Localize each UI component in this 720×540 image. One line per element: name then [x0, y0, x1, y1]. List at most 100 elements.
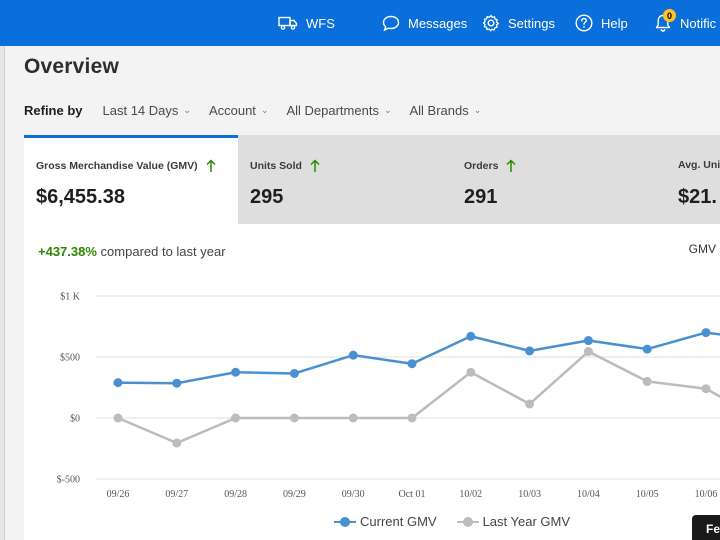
- filter-account[interactable]: Account ⌄: [209, 103, 269, 118]
- x-tick-label: 09/29: [283, 489, 306, 500]
- nav-messages[interactable]: Messages: [382, 0, 467, 46]
- data-point-current-gmv: [466, 331, 476, 341]
- y-tick-label: $500: [60, 353, 80, 364]
- comparison-label: compared to last year: [100, 244, 226, 259]
- filter-date-range-label: Last 14 Days: [102, 102, 179, 118]
- tab-units-sold[interactable]: Units Sold 295: [238, 135, 452, 224]
- tab-avg-unit-label-row: Avg. Uni: [678, 159, 720, 171]
- tab-units-sold-label: Units Sold: [250, 160, 302, 172]
- nav-messages-label: Messages: [408, 15, 468, 31]
- data-point-last-year-gmv: [407, 413, 417, 423]
- tab-gmv-label: Gross Merchandise Value (GMV): [36, 160, 198, 172]
- gear-icon: [482, 14, 499, 32]
- data-point-last-year-gmv: [289, 413, 299, 423]
- tab-avg-unit-label: Avg. Uni: [678, 159, 720, 171]
- feedback-button[interactable]: Fe: [692, 515, 720, 540]
- x-tick-label: 10/03: [518, 489, 541, 500]
- data-point-last-year-gmv: [348, 413, 358, 423]
- tab-avg-unit[interactable]: Avg. Uni $21.: [666, 135, 720, 224]
- y-tick-label: $-500: [57, 475, 80, 486]
- legend-current-label: Current GMV: [360, 514, 437, 529]
- gmv-line-chart: $1 K $500 $0 $-500 09/26 09/27 09/28 09/29 09/30…: [57, 292, 720, 500]
- chat-bubble-icon: [382, 15, 400, 31]
- x-tick-label: 09/27: [165, 489, 188, 500]
- data-point-last-year-gmv: [113, 413, 123, 423]
- trend-up-arrow-icon: [310, 159, 320, 172]
- metric-tabs: Gross Merchandise Value (GMV) $6,455.38 …: [24, 135, 720, 224]
- chevron-down-icon: ⌄: [473, 104, 482, 115]
- x-tick-label: 09/30: [342, 489, 365, 500]
- tab-avg-unit-value: $21.: [678, 186, 717, 208]
- y-tick-label: $1 K: [60, 292, 81, 303]
- data-point-last-year-gmv: [642, 376, 652, 386]
- data-point-current-gmv: [172, 378, 182, 388]
- tab-orders[interactable]: Orders 291: [452, 135, 666, 224]
- chevron-down-icon: ⌄: [383, 104, 392, 115]
- data-point-current-gmv: [407, 359, 417, 369]
- series-line-current-gmv: [117, 331, 720, 385]
- tab-gmv[interactable]: Gross Merchandise Value (GMV) $6,455.38: [24, 135, 238, 224]
- nav-wfs-label: WFS: [306, 15, 335, 31]
- nav-wfs[interactable]: WFS: [278, 0, 335, 46]
- data-point-current-gmv: [231, 367, 241, 377]
- nav-notifications-label: Notific: [680, 15, 717, 31]
- nav-help[interactable]: Help: [575, 0, 628, 46]
- data-point-last-year-gmv: [701, 384, 711, 394]
- refine-bar: Refine by Last 14 Days ⌄ Account ⌄ All D…: [24, 100, 499, 120]
- page-title: Overview: [24, 55, 119, 78]
- y-tick-label: $0: [70, 414, 80, 425]
- legend-last-year-label: Last Year GMV: [482, 514, 571, 529]
- data-point-current-gmv: [113, 378, 123, 388]
- tab-gmv-label-row: Gross Merchandise Value (GMV): [36, 159, 216, 173]
- filter-departments-label: All Departments: [286, 102, 379, 118]
- legend-swatch-current: [334, 516, 356, 528]
- x-tick-label: 10/02: [459, 489, 482, 500]
- notification-badge: 0: [663, 9, 676, 22]
- left-sidebar-edge: [0, 46, 5, 540]
- help-circle-icon: [575, 14, 593, 32]
- refine-label: Refine by: [24, 102, 83, 118]
- nav-settings-label: Settings: [508, 15, 555, 31]
- data-point-current-gmv: [289, 368, 299, 378]
- bell-icon-wrapper: 0: [654, 9, 676, 33]
- data-point-current-gmv: [525, 346, 535, 356]
- data-point-current-gmv: [642, 344, 652, 354]
- data-point-last-year-gmv: [525, 399, 535, 409]
- data-point-current-gmv: [348, 350, 358, 360]
- trend-up-arrow-icon: [206, 159, 216, 172]
- x-tick-label: 10/04: [577, 489, 600, 500]
- nav-help-label: Help: [601, 15, 628, 31]
- legend-last-year-gmv[interactable]: Last Year GMV: [456, 514, 571, 529]
- legend-swatch-last-year: [456, 516, 479, 528]
- x-tick-label: 09/26: [107, 489, 130, 500]
- tab-orders-label-row: Orders: [464, 159, 516, 173]
- x-tick-label: Oct 01: [399, 489, 426, 500]
- nav-notifications[interactable]: 0 Notific: [654, 0, 716, 46]
- filter-departments[interactable]: All Departments ⌄: [286, 103, 391, 118]
- x-tick-label: 09/28: [224, 489, 247, 500]
- tab-orders-value: 291: [464, 186, 498, 208]
- comparison-percent: +437.38%: [38, 244, 97, 259]
- data-point-last-year-gmv: [583, 347, 593, 357]
- data-point-current-gmv: [583, 336, 593, 346]
- chart-legend: Current GMV Last Year GMV: [334, 514, 590, 529]
- trend-up-arrow-icon: [506, 159, 516, 172]
- comparison-text: +437.38% compared to last year: [38, 244, 226, 259]
- truck-icon: [278, 16, 298, 30]
- tab-units-sold-label-row: Units Sold: [250, 159, 320, 173]
- data-point-last-year-gmv: [172, 438, 182, 448]
- filter-brands-label: All Brands: [409, 102, 469, 118]
- legend-current-gmv[interactable]: Current GMV: [334, 514, 437, 529]
- nav-settings[interactable]: Settings: [482, 0, 555, 46]
- top-nav-bar: WFS Messages Settings Help 0 Notific: [0, 0, 720, 46]
- data-point-last-year-gmv: [231, 413, 241, 423]
- chevron-down-icon: ⌄: [183, 104, 191, 115]
- filter-brands[interactable]: All Brands ⌄: [410, 103, 482, 118]
- tab-orders-label: Orders: [464, 160, 499, 172]
- chevron-down-icon: ⌄: [260, 104, 269, 115]
- metric-toggle[interactable]: GMV: [688, 242, 716, 256]
- series-line-last-year-gmv: [117, 350, 720, 445]
- filter-date-range[interactable]: Last 14 Days ⌄: [103, 103, 191, 118]
- tab-units-sold-value: 295: [250, 186, 284, 208]
- x-tick-label: 10/05: [636, 489, 659, 500]
